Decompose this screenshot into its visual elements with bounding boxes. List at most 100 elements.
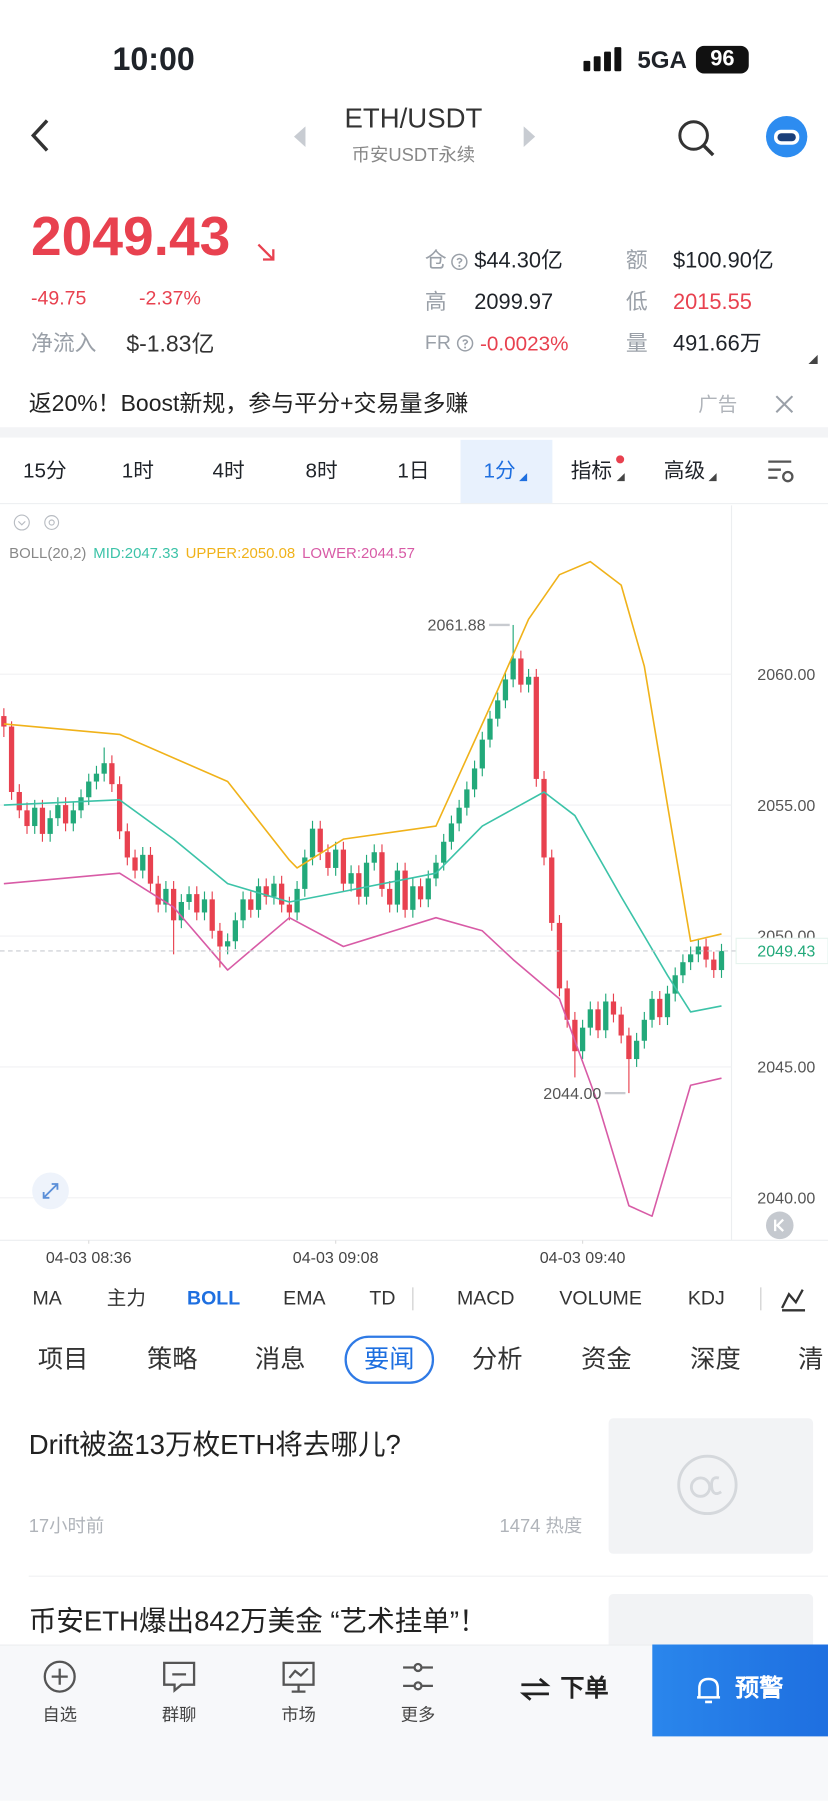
y-tick-label: 2055.00 <box>757 797 815 815</box>
draw-tool[interactable] <box>780 1285 808 1313</box>
close-button[interactable] <box>774 394 795 415</box>
candle-body <box>410 886 416 910</box>
candle-body <box>101 763 107 774</box>
search-button[interactable] <box>675 117 716 158</box>
candle-body <box>240 899 246 921</box>
news-title[interactable]: Drift被盗13万枚ETH将去哪儿? <box>28 1429 401 1461</box>
content-tab-active[interactable]: 要闻 <box>364 1344 415 1374</box>
interval[interactable]: 1时 <box>121 459 154 483</box>
stat-value: 2099.97 <box>474 290 554 315</box>
advanced-menu[interactable]: 高级 <box>663 459 706 483</box>
scroll-latest[interactable] <box>765 1210 795 1240</box>
content-tab[interactable]: 资金 <box>581 1344 632 1374</box>
news-thumbnail[interactable] <box>608 1418 814 1554</box>
content-tab[interactable]: 项目 <box>37 1344 89 1374</box>
stat-label: 仓 <box>424 249 447 274</box>
interval[interactable]: 1日 <box>397 459 430 483</box>
nav-label[interactable]: 市场 <box>281 1705 316 1725</box>
pair-title: ETH/USDT <box>344 103 483 135</box>
indicator-tab[interactable]: TD <box>369 1287 396 1310</box>
candle-body <box>502 679 509 701</box>
alert-button[interactable]: 预警 <box>734 1675 784 1702</box>
interval[interactable]: 8时 <box>305 459 338 483</box>
market-icon[interactable] <box>280 1658 317 1695</box>
candle-body <box>456 807 462 824</box>
candle-body <box>24 810 30 827</box>
candlestick-chart: 2040.002045.002050.002055.002060.0004-03… <box>0 505 828 1267</box>
indicator-tab[interactable]: MA <box>32 1287 62 1310</box>
candle-body <box>433 862 439 879</box>
fullscreen-button[interactable] <box>31 1171 70 1210</box>
candle-body <box>333 849 339 868</box>
stat-value: $100.90亿 <box>672 249 774 274</box>
legend-icons[interactable] <box>13 513 68 531</box>
dropdown-corner <box>519 473 528 482</box>
candle-body <box>16 792 22 811</box>
nav-label[interactable]: 更多 <box>400 1705 436 1725</box>
legend-entry: UPPER:2050.08 <box>185 544 296 562</box>
content-tab[interactable]: 消息 <box>254 1344 306 1374</box>
candle-body <box>356 873 362 897</box>
indicator-tab[interactable]: EMA <box>283 1287 326 1310</box>
candle-body <box>441 841 447 863</box>
candle-body <box>379 852 385 889</box>
stat-label: 高 <box>424 290 447 315</box>
info-icon[interactable] <box>456 334 474 352</box>
candle-body <box>495 700 501 719</box>
content-tab[interactable]: 分析 <box>471 1344 523 1374</box>
candle-body <box>317 828 323 853</box>
indicator-tab[interactable]: 主力 <box>106 1287 146 1310</box>
chat-icon[interactable] <box>161 1658 198 1695</box>
expand-corner[interactable] <box>807 354 818 365</box>
prev-arrow[interactable] <box>293 126 307 147</box>
extreme-label: 2044.00 <box>543 1085 601 1103</box>
promo-banner[interactable]: 返20%！Boost新规，参与平分+交易量多赚 <box>28 391 469 417</box>
nav-label[interactable]: 群聊 <box>161 1705 197 1725</box>
indicator-tab[interactable]: MACD <box>457 1287 515 1310</box>
candle-body <box>186 894 192 902</box>
back-button[interactable] <box>28 117 56 154</box>
content-tab[interactable]: 清 <box>798 1344 824 1374</box>
candle-body <box>695 946 701 955</box>
news-title[interactable]: 币安ETH爆出842万美金 “艺术挂单”！ <box>28 1606 487 1638</box>
indicator-tab-active[interactable]: BOLL <box>187 1287 241 1310</box>
order-button[interactable]: 下单 <box>560 1675 609 1702</box>
signal-icon <box>583 47 622 72</box>
extreme-label: 2061.88 <box>428 617 486 635</box>
pair-subtitle: 币安USDT永续 <box>351 145 476 166</box>
candle-body <box>140 854 146 871</box>
candle-body <box>610 1001 617 1015</box>
candle-body <box>680 962 686 976</box>
network: 5GA <box>637 47 687 74</box>
indicator-tab[interactable]: VOLUME <box>559 1287 642 1310</box>
candle-body <box>124 831 130 858</box>
info-icon[interactable] <box>450 253 468 271</box>
candle-body <box>626 1035 632 1060</box>
candle-body <box>1 716 7 727</box>
indicator-tab[interactable]: KDJ <box>687 1287 725 1310</box>
inflow-label: 净流入 <box>31 331 97 357</box>
chart-settings[interactable] <box>766 458 796 483</box>
candle-body <box>78 797 84 811</box>
candle-body <box>464 789 470 808</box>
candle-body <box>302 857 308 889</box>
content-tab[interactable]: 深度 <box>690 1344 741 1374</box>
alert-button-bg[interactable] <box>652 1644 828 1737</box>
nav-label[interactable]: 自选 <box>42 1705 77 1725</box>
stat-value: 2015.55 <box>672 290 752 315</box>
interval-active[interactable]: 1分 <box>483 459 516 483</box>
indicator-menu[interactable]: 指标 <box>570 459 613 483</box>
candle-body <box>394 870 401 905</box>
candle-body <box>641 1019 647 1041</box>
content-tab[interactable]: 策略 <box>146 1344 198 1374</box>
avatar[interactable] <box>765 115 809 159</box>
more-icon[interactable] <box>400 1658 437 1695</box>
next-arrow[interactable] <box>523 126 537 147</box>
interval[interactable]: 15分 <box>22 459 67 483</box>
candle-body <box>147 854 154 884</box>
interval[interactable]: 4时 <box>212 459 245 483</box>
candle-body <box>309 828 316 858</box>
watchlist-icon[interactable] <box>41 1658 78 1695</box>
candle-body <box>541 778 547 858</box>
